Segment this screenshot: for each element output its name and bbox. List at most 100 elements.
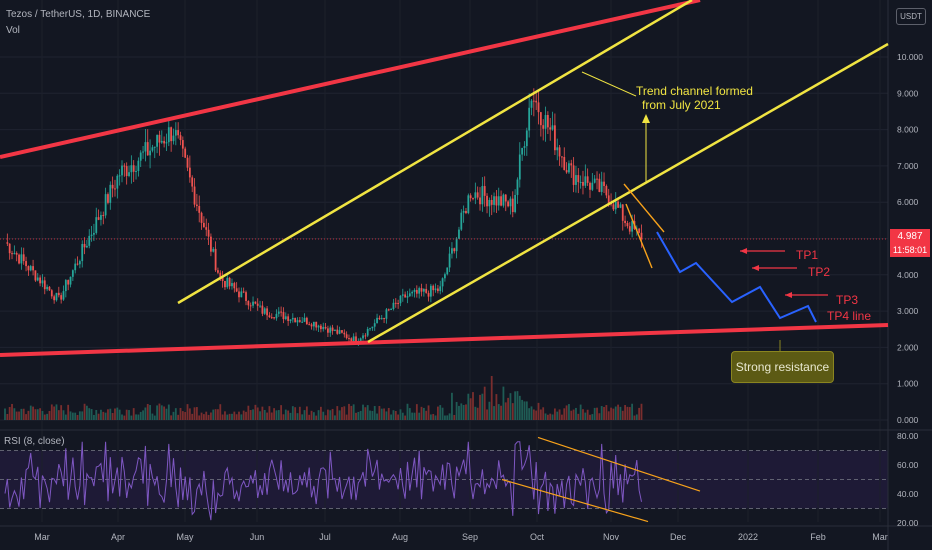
volume-bar [46,413,49,420]
time-tick-label: Mar [872,532,888,542]
rsi-channel-upper [537,436,701,492]
volume-bar [371,410,374,420]
candle-body [55,292,58,301]
volume-bar [95,410,98,420]
symbol-title: Tezos / TetherUS, 1D, BINANCE [6,9,151,20]
volume-bar [25,414,27,420]
candle-body [411,291,414,294]
volume-bar [27,410,30,420]
candle-body [544,114,547,129]
time-tick-label: Feb [810,532,826,542]
candle-body [36,277,39,281]
volume-bar [572,409,575,420]
volume-bar [549,413,552,420]
channel-note-line-2: from July 2021 [642,98,721,112]
volume-bar [107,409,109,420]
volume-bar [378,405,381,420]
volume-bar [596,407,598,420]
volume-bar [308,414,311,420]
candle-body [392,302,395,310]
last-price: 4.987 [897,231,923,242]
strong-resistance-box: Strong resistance [731,351,834,383]
candle-body [331,327,334,331]
candle-body [165,142,168,144]
volume-bar [165,408,168,420]
price-tick-label: 1.000 [897,379,919,389]
volume-bar [50,404,53,420]
volume-bar [88,408,91,420]
tp3-label: TP3 [836,293,859,307]
volume-bar [514,391,517,420]
volume-bar [437,406,439,420]
candle-body [432,285,435,291]
candle-body [486,195,488,207]
candle-body [348,338,350,340]
candle-body [502,194,505,206]
volume-bar [579,404,582,420]
time-tick-label: Oct [530,532,545,542]
volume-bar [275,410,278,420]
volume-bar [633,415,636,420]
currency-badge[interactable]: USDT [896,8,926,25]
candle-body [493,196,495,205]
volume-bar [385,411,388,420]
candle-body [448,253,451,268]
volume-bar [219,404,222,420]
price-tick-label: 9.000 [897,88,919,98]
candle-body [322,326,325,330]
candle-body [429,285,432,297]
candle-body [565,170,568,173]
candle-body [301,321,304,323]
volume-bar [74,412,77,420]
volume-bar [245,411,247,420]
volume-bar [640,403,643,420]
volume-bar [429,414,432,420]
candle-body [254,301,257,304]
candle-body [453,248,456,252]
candle-body [631,221,634,232]
candle-body [191,177,194,187]
candle-body [20,254,23,264]
candle-body [268,315,271,318]
candle-body [67,280,70,285]
candle-body [273,317,275,319]
volume-bar [481,393,484,420]
candle-body [352,336,355,342]
candle-body [280,311,283,313]
candle-body [469,195,472,199]
volume-bar [451,392,453,420]
volume-bar [413,412,416,420]
volume-bar [348,403,350,420]
volume-bar [86,405,88,420]
volume-bar [195,407,198,420]
volume-bar [193,407,196,420]
rsi-tick-label: 40.00 [897,489,919,499]
volume-bar [83,403,86,420]
volume-bar [15,411,18,420]
candle-body [93,232,95,235]
red-upper-trendline [0,0,701,159]
candle-body [186,157,189,168]
candle-body [195,204,198,206]
candle-body [336,329,339,334]
volume-bar [139,411,142,420]
volume-bar [394,411,397,420]
candle-body [549,127,552,130]
candle-body [385,309,388,319]
volume-bar [81,411,84,420]
volume-bar [476,407,479,420]
candle-body [184,148,187,158]
volume-bar [303,410,306,420]
volume-bar [109,408,112,420]
candle-body [130,165,133,173]
candle-body [142,151,144,153]
volume-bar [532,409,535,420]
candle-body [598,178,601,192]
candle-body [626,222,629,227]
volume-bar [329,410,332,420]
volume-bar [453,414,456,420]
candle-body [500,196,502,206]
volume-bar [364,407,367,420]
candle-body [451,248,453,254]
